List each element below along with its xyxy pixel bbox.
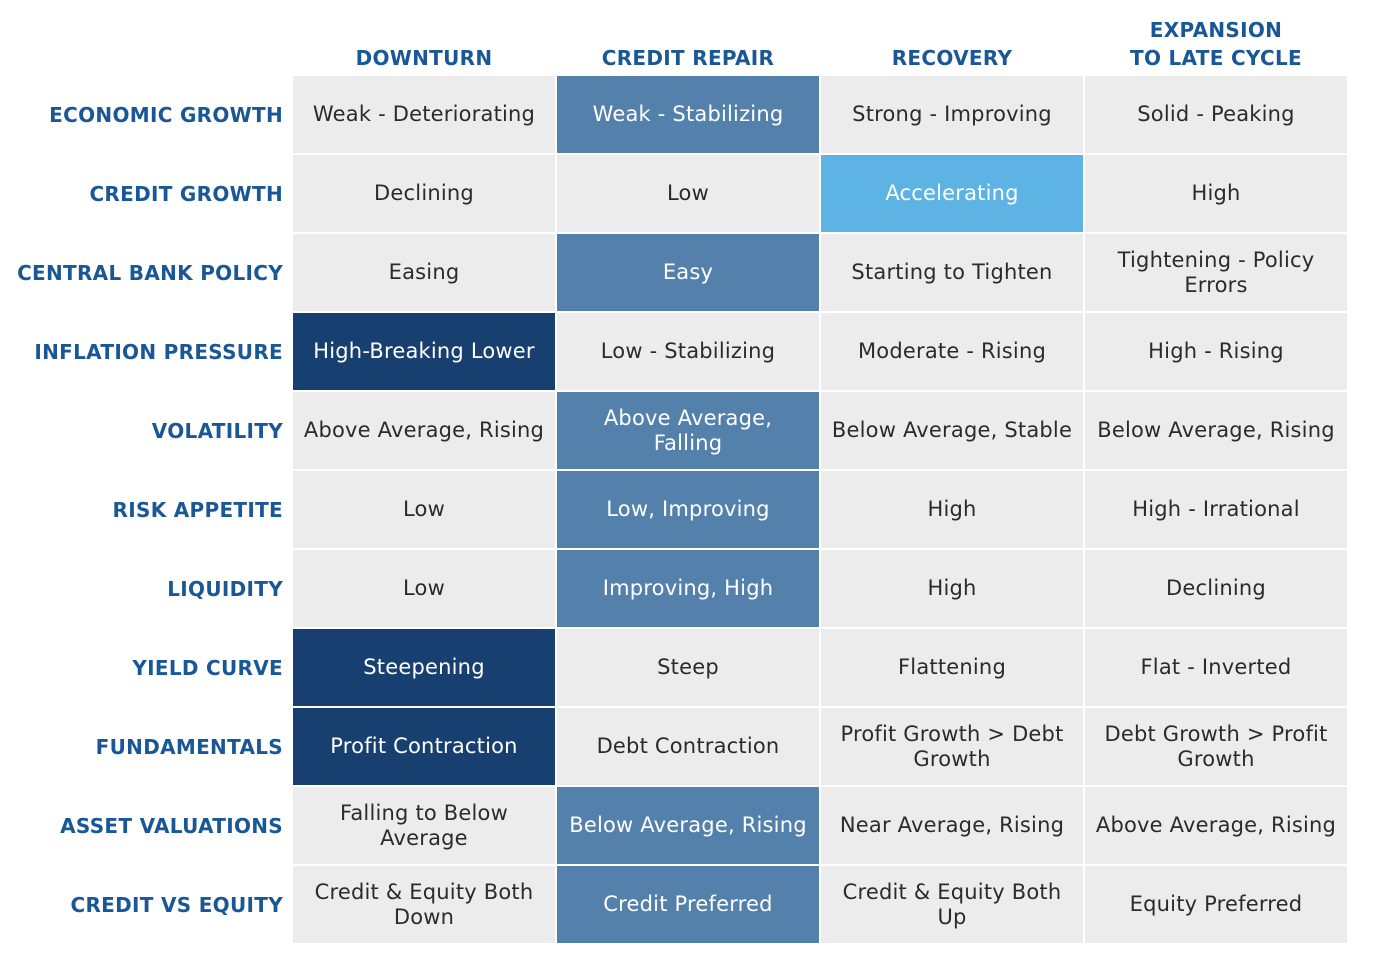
table-cell: Steep	[557, 629, 819, 706]
table-cell: Near Average, Rising	[821, 787, 1083, 864]
table-cell: Declining	[1085, 550, 1347, 627]
row-header: YIELD CURVE	[132, 655, 283, 680]
table-cell: Tightening - Policy Errors	[1085, 234, 1347, 311]
table-cell: Debt Growth > Profit Growth	[1085, 708, 1347, 785]
table-cell: Above Average, Rising	[1085, 787, 1347, 864]
column-header: RECOVERY	[891, 46, 1013, 70]
table-cell: Low - Stabilizing	[557, 313, 819, 390]
table-cell: Low	[293, 471, 555, 548]
table-cell: Starting to Tighten	[821, 234, 1083, 311]
table-cell: Profit Growth > Debt Growth	[821, 708, 1083, 785]
table-cell: Flattening	[821, 629, 1083, 706]
table-cell: Falling to Below Average	[293, 787, 555, 864]
table-cell: Equity Preferred	[1085, 866, 1347, 943]
table-cell: Steepening	[293, 629, 555, 706]
table-cell: Declining	[293, 155, 555, 232]
row-header: CENTRAL BANK POLICY	[17, 260, 283, 285]
row-header: CREDIT GROWTH	[89, 181, 283, 206]
cycle-table: DOWNTURN CREDIT REPAIR RECOVERY EXPANSION T…	[0, 0, 1347, 943]
row-header: INFLATION PRESSURE	[34, 339, 283, 364]
table-cell: Solid - Peaking	[1085, 76, 1347, 153]
row-header: LIQUIDITY	[167, 576, 283, 601]
table-cell: Moderate - Rising	[821, 313, 1083, 390]
table-cell: Low	[293, 550, 555, 627]
table-cell: Accelerating	[821, 155, 1083, 232]
table-cell: Credit & Equity Both Up	[821, 866, 1083, 943]
column-header: DOWNTURN	[355, 46, 493, 70]
table-cell: Easy	[557, 234, 819, 311]
column-header: EXPANSION TO LATE CYCLE	[1130, 18, 1302, 70]
table-cell: Credit & Equity Both Down	[293, 866, 555, 943]
table-cell: High-Breaking Lower	[293, 313, 555, 390]
table-cell: Improving, High	[557, 550, 819, 627]
table-cell: Strong - Improving	[821, 76, 1083, 153]
table-cell: Low, Improving	[557, 471, 819, 548]
row-header: ECONOMIC GROWTH	[49, 102, 283, 127]
row-header: CREDIT VS EQUITY	[70, 892, 283, 917]
table-cell: Profit Contraction	[293, 708, 555, 785]
table-cell: Weak - Stabilizing	[557, 76, 819, 153]
table-cell: Above Average, Rising	[293, 392, 555, 469]
table-cell: High - Rising	[1085, 313, 1347, 390]
table-cell: Low	[557, 155, 819, 232]
table-cell: High - Irrational	[1085, 471, 1347, 548]
table-cell: Debt Contraction	[557, 708, 819, 785]
table-corner	[0, 0, 291, 74]
table-cell: High	[821, 550, 1083, 627]
table-cell: Below Average, Rising	[557, 787, 819, 864]
row-header: ASSET VALUATIONS	[60, 813, 283, 838]
table-cell: Weak - Deteriorating	[293, 76, 555, 153]
table-cell: Above Average, Falling	[557, 392, 819, 469]
table-cell: Flat - Inverted	[1085, 629, 1347, 706]
table-cell: Easing	[293, 234, 555, 311]
row-header: FUNDAMENTALS	[95, 734, 283, 759]
table-cell: Credit Preferred	[557, 866, 819, 943]
table-cell: Below Average, Stable	[821, 392, 1083, 469]
row-header: VOLATILITY	[151, 418, 283, 443]
table-cell: Below Average, Rising	[1085, 392, 1347, 469]
column-header: CREDIT REPAIR	[601, 46, 775, 70]
table-cell: High	[1085, 155, 1347, 232]
table-cell: High	[821, 471, 1083, 548]
row-header: RISK APPETITE	[112, 497, 283, 522]
